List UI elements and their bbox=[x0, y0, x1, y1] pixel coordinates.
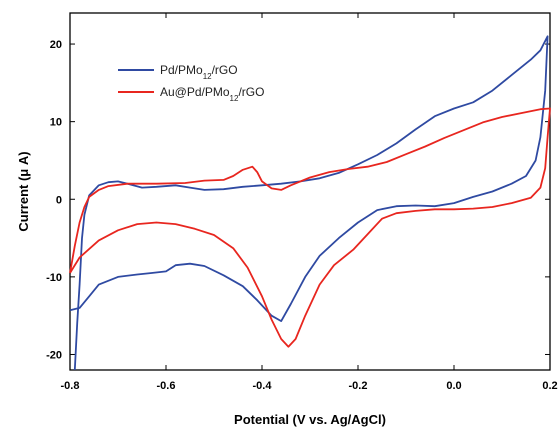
x-axis-title: Potential (V vs. Ag/AgCl) bbox=[234, 412, 386, 427]
series-lines bbox=[69, 35, 551, 371]
x-tick-label: 0.2 bbox=[542, 380, 557, 392]
y-axis-title: Current (μ A) bbox=[16, 151, 31, 231]
x-tick-label: -0.4 bbox=[253, 380, 273, 392]
series-line-au-pd-pmo12-rgo bbox=[69, 107, 551, 348]
legend-label: Au@Pd/PMo12/rGO bbox=[160, 85, 264, 103]
y-tick-label: 20 bbox=[50, 39, 62, 51]
y-tick-label: 0 bbox=[56, 194, 62, 206]
legend: Pd/PMo12/rGO Au@Pd/PMo12/rGO bbox=[118, 63, 264, 103]
x-tick-label: -0.8 bbox=[61, 380, 80, 392]
y-tick-label: -20 bbox=[46, 349, 62, 361]
axis-ticks: -0.8 -0.6 -0.4 -0.2 0.0 0.2 20 10 0 -10 -20 bbox=[46, 13, 558, 392]
x-tick-label: 0.0 bbox=[446, 380, 461, 392]
y-tick-label: 10 bbox=[50, 117, 62, 129]
y-tick-label: -10 bbox=[46, 272, 62, 284]
series-line-pd-pmo12-rgo bbox=[69, 35, 549, 371]
x-tick-label: -0.2 bbox=[349, 380, 368, 392]
x-tick-label: -0.6 bbox=[157, 380, 176, 392]
plot-area-border bbox=[69, 12, 551, 371]
plot-frame bbox=[69, 12, 551, 371]
legend-label: Pd/PMo12/rGO bbox=[160, 63, 238, 81]
